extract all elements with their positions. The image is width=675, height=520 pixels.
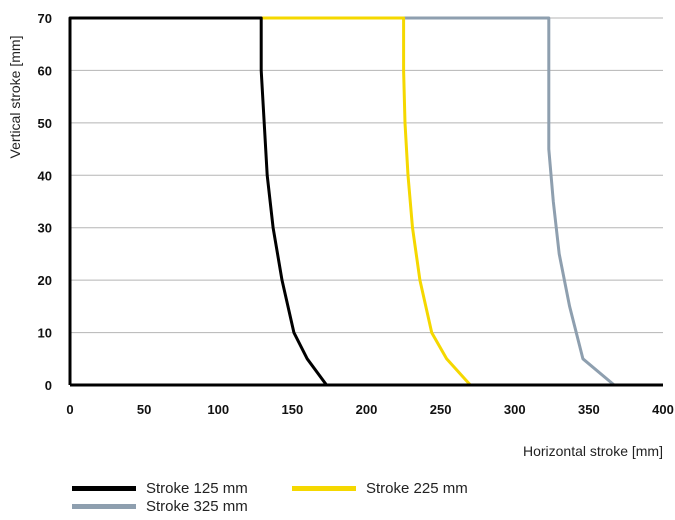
y-tick-label: 20: [38, 273, 52, 288]
x-tick-label: 200: [356, 402, 378, 417]
y-tick-label: 70: [38, 11, 52, 26]
x-tick-label: 100: [207, 402, 229, 417]
legend-swatch: [72, 486, 136, 491]
legend-item-stroke-225: Stroke 225 mm: [292, 480, 468, 497]
legend-swatch: [292, 486, 356, 491]
series-line-1: [261, 16, 472, 387]
y-axis-label: Vertical stroke [mm]: [7, 36, 23, 159]
y-tick-label: 0: [45, 378, 52, 393]
legend-label: Stroke 225 mm: [366, 480, 468, 497]
legend-label: Stroke 325 mm: [146, 498, 248, 515]
series-lines: [68, 16, 616, 387]
gridlines: [70, 17, 663, 386]
legend-item-stroke-125: Stroke 125 mm: [72, 480, 248, 497]
series-line-2: [403, 16, 616, 387]
x-tick-label: 350: [578, 402, 600, 417]
legend-label: Stroke 125 mm: [146, 480, 248, 497]
y-tick-label: 60: [38, 63, 52, 78]
tick-labels: 0 10 20 30 40 50 60 70 0 50 100 150 200 250 300 350 400: [38, 11, 674, 417]
x-tick-label: 300: [504, 402, 526, 417]
legend-swatch: [72, 504, 136, 509]
x-tick-label: 0: [66, 402, 73, 417]
series-line-0: [68, 16, 328, 386]
x-tick-label: 50: [137, 402, 151, 417]
x-tick-label: 250: [430, 402, 452, 417]
y-tick-label: 40: [38, 168, 52, 183]
y-tick-label: 10: [38, 326, 52, 341]
x-axis-label: Horizontal stroke [mm]: [523, 443, 663, 459]
x-tick-label: 150: [282, 402, 304, 417]
x-tick-label: 400: [652, 402, 674, 417]
y-tick-label: 50: [38, 116, 52, 131]
legend-item-stroke-325: Stroke 325 mm: [72, 498, 248, 515]
y-tick-label: 30: [38, 221, 52, 236]
